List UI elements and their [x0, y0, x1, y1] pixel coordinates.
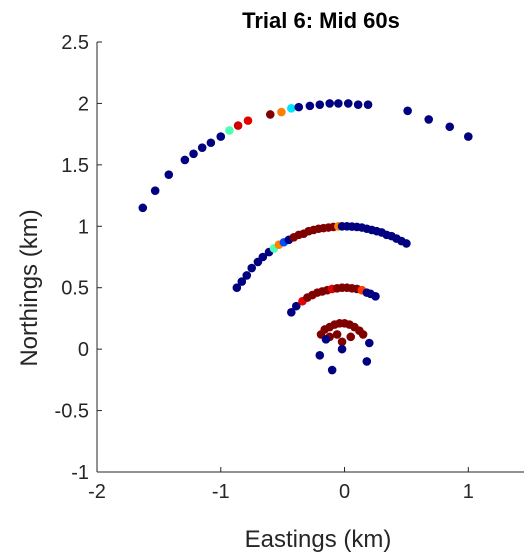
- data-point: [150, 186, 160, 195]
- y-tick-label: -1: [71, 462, 89, 484]
- data-point: [287, 307, 296, 317]
- data-point: [237, 277, 247, 286]
- data-point: [445, 122, 455, 132]
- x-tick-label: -1: [212, 481, 230, 503]
- data-point: [216, 132, 226, 141]
- data-point: [358, 330, 368, 339]
- y-tick-label: 2: [78, 93, 89, 115]
- data-point: [325, 99, 334, 108]
- data-point: [287, 104, 296, 113]
- data-point: [232, 283, 242, 293]
- data-point: [346, 332, 356, 342]
- data-point: [258, 252, 268, 262]
- data-point: [291, 301, 301, 311]
- y-axis: -1 -0.5 0 0.5 1 1.5 2 2.5: [55, 32, 102, 484]
- data-point: [164, 170, 174, 179]
- data-point: [242, 271, 252, 280]
- y-tick-label: 2.5: [61, 32, 89, 54]
- data-point: [315, 350, 325, 360]
- data-point: [243, 116, 253, 125]
- data-point: [332, 330, 342, 339]
- data-point: [265, 110, 275, 119]
- chart-title: Trial 6: Mid 60s: [242, 8, 400, 33]
- data-point: [464, 132, 473, 141]
- data-point: [138, 203, 148, 213]
- data-point: [337, 344, 347, 354]
- x-axis: -2 -1 0 1: [88, 467, 524, 503]
- data-point: [225, 126, 234, 135]
- data-point: [294, 102, 304, 112]
- data-point: [364, 338, 374, 348]
- x-tick-label: -2: [88, 481, 106, 503]
- data-point: [305, 101, 315, 111]
- y-tick-label: 1: [78, 216, 89, 238]
- x-axis-label: Eastings (km): [245, 526, 392, 553]
- data-point: [371, 292, 380, 301]
- y-tick-label: -0.5: [55, 401, 89, 423]
- data-point: [247, 263, 257, 273]
- data-point: [353, 100, 363, 109]
- y-tick-label: 0: [78, 339, 89, 361]
- data-point: [206, 138, 216, 148]
- y-axis-label: Northings (km): [16, 209, 43, 366]
- data-point: [321, 335, 331, 344]
- data-point: [189, 149, 198, 159]
- data-point: [327, 365, 337, 375]
- data-point: [334, 99, 343, 108]
- x-tick-label: 1: [463, 481, 474, 503]
- data-point: [197, 143, 207, 152]
- plot-area: [138, 99, 473, 375]
- data-point: [233, 121, 243, 130]
- data-point: [424, 115, 433, 124]
- data-point: [403, 106, 412, 116]
- data-point: [180, 155, 190, 165]
- data-point: [362, 357, 372, 366]
- x-tick-label: 0: [339, 481, 350, 503]
- data-point: [337, 337, 347, 347]
- data-point: [363, 100, 373, 109]
- y-tick-label: 1.5: [61, 155, 89, 177]
- data-point: [277, 107, 286, 117]
- data-point: [315, 100, 325, 109]
- data-point: [343, 99, 353, 108]
- y-tick-label: 0.5: [61, 278, 89, 300]
- data-point: [402, 239, 411, 248]
